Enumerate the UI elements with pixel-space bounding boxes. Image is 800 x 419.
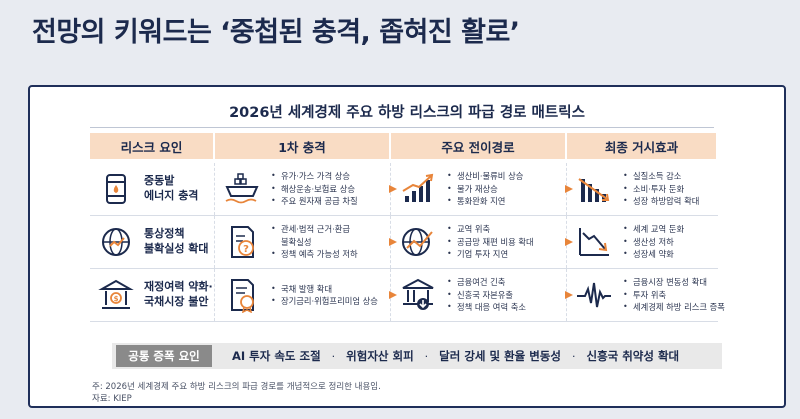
list-item: 금융시장 변동성 확대 [623, 276, 725, 289]
list-item: 투자 위축 [623, 289, 725, 302]
common-item: AI 투자 속도 조절 [232, 349, 321, 363]
arrow-right-icon [565, 291, 573, 299]
matrix-row: $ 재정여력 약화· 국채시장 불안 국채 발행 확대 장기금리·위험프리미엄 … [90, 269, 725, 322]
globe-policy-icon [102, 228, 130, 256]
common-amplifiers-label: 공통 증폭 요인 [116, 345, 212, 367]
effect-list: 금융시장 변동성 확대 투자 위축 세계경제 하방 리스크 증폭 [623, 276, 725, 314]
list-item: 생산성 저하 [623, 236, 684, 249]
matrix-card: 2026년 세계경제 주요 하방 리스크의 파급 경로 매트릭스 리스크 요인 … [28, 85, 786, 408]
path-cell: 생산비·물류비 상승 물가 재상승 통화완화 지연 [391, 163, 573, 215]
list-item: 국채 발행 확대 [271, 283, 378, 296]
arrow-right-icon [565, 238, 573, 246]
common-amplifiers-list: AI 투자 속도 조절 · 위험자산 회피 · 달러 강세 및 환율 변동성 ·… [232, 348, 679, 364]
common-item: 신흥국 취약성 확대 [586, 349, 680, 363]
separator: · [424, 349, 429, 363]
shock-cell: 유가·가스 가격 상승 해상운송·보험료 상승 주요 원자재 공급 차질 [215, 163, 397, 215]
common-item: 달러 강세 및 환율 변동성 [439, 349, 561, 363]
shock-list: 유가·가스 가격 상승 해상운송·보험료 상승 주요 원자재 공급 차질 [271, 170, 358, 208]
list-item: 공급망 재편 비용 확대 [447, 236, 534, 249]
footnote-source: 자료: KIEP [92, 394, 132, 404]
effect-cell: 금융시장 변동성 확대 투자 위축 세계경제 하방 리스크 증폭 [567, 269, 725, 321]
path-list: 교역 위축 공급망 재편 비용 확대 기업 투자 지연 [447, 223, 534, 261]
separator: · [571, 349, 576, 363]
list-item: 성장세 약화 [623, 248, 684, 261]
path-list: 생산비·물류비 상승 물가 재상승 통화완화 지연 [447, 170, 523, 208]
list-item: 교역 위축 [447, 223, 534, 236]
shock-list: 관세·법적 근거·환급 불확실성 정책 예측 가능성 저하 [271, 223, 358, 261]
arrow-right-icon [389, 238, 397, 246]
title-divider [90, 127, 714, 128]
declining-line-icon [579, 228, 609, 256]
header-risk-factor: 리스크 요인 [90, 133, 215, 159]
shock-cell: 국채 발행 확대 장기금리·위험프리미엄 상승 [215, 269, 397, 321]
list-item: 금융여건 긴축 [447, 276, 526, 289]
arrow-right-icon [389, 185, 397, 193]
risk-label: 중동발 에너지 충격 [144, 174, 199, 202]
shock-cell: ? 관세·법적 근거·환급 불확실성 정책 예측 가능성 저하 [215, 216, 397, 268]
path-list: 금융여건 긴축 신흥국 자본유출 정책 대응 여력 축소 [447, 276, 526, 314]
page-headline: 전망의 키워드는 ‘중첩된 충격, 좁혀진 활로’ [32, 17, 520, 48]
bond-certificate-icon [231, 279, 254, 313]
effect-list: 실질소득 감소 소비·투자 둔화 성장 하방압력 확대 [623, 170, 699, 208]
matrix-row: 중동발 에너지 충격 유가·가스 가격 상승 해상운송·보험료 상승 주요 원자… [90, 163, 718, 216]
list-item: 장기금리·위험프리미엄 상승 [271, 295, 378, 308]
risk-cell: 중동발 에너지 충격 [90, 163, 215, 215]
header-first-shock: 1차 충격 [215, 133, 391, 159]
matrix-title: 2026년 세계경제 주요 하방 리스크의 파급 경로 매트릭스 [229, 105, 585, 121]
list-item: 불확실성 [281, 236, 312, 247]
list-item: 신흥국 자본유출 [447, 289, 526, 302]
header-row: 리스크 요인 1차 충격 주요 전이경로 최종 거시효과 [90, 133, 718, 159]
cargo-ship-icon [225, 173, 259, 204]
effect-cell: 세계 교역 둔화 생산성 저하 성장세 약화 [567, 216, 718, 268]
list-item: 정책 대응 여력 축소 [447, 301, 526, 314]
path-cell: 교역 위축 공급망 재편 비용 확대 기업 투자 지연 [391, 216, 573, 268]
oil-barrel-icon [106, 174, 126, 204]
list-item: 주요 원자재 공급 차질 [271, 195, 358, 208]
shock-list: 국채 발행 확대 장기금리·위험프리미엄 상승 [271, 283, 378, 308]
list-item: 세계 교역 둔화 [623, 223, 684, 236]
separator: · [331, 349, 336, 363]
common-item: 위험자산 회피 [346, 349, 414, 363]
svg-text:?: ? [243, 244, 249, 255]
globe-trend-icon [402, 228, 433, 256]
footnote-note: 주: 2026년 세계경제 주요 하방 리스크의 파급 경로를 개념적으로 정리… [92, 382, 381, 392]
list-item: 정책 예측 가능성 저하 [271, 248, 358, 261]
risk-label: 재정여력 약화· 국채시장 불안 [144, 280, 213, 308]
list-item: 성장 하방압력 확대 [623, 195, 699, 208]
path-cell: 금융여건 긴축 신흥국 자본유출 정책 대응 여력 축소 [391, 269, 573, 321]
bank-down-icon [402, 278, 434, 310]
list-item: 관세·법적 근거·환급 [271, 223, 358, 236]
header-transmission: 주요 전이경로 [391, 133, 567, 159]
effect-list: 세계 교역 둔화 생산성 저하 성장세 약화 [623, 223, 684, 261]
effect-cell: 실질소득 감소 소비·투자 둔화 성장 하방압력 확대 [567, 163, 718, 215]
list-item: 물가 재상승 [447, 183, 523, 196]
common-amplifiers-bar: 공통 증폭 요인 AI 투자 속도 조절 · 위험자산 회피 · 달러 강세 및… [112, 343, 722, 369]
risk-cell: 통상정책 불확실성 확대 [90, 216, 215, 268]
matrix-row: 통상정책 불확실성 확대 ? 관세·법적 근거·환급 불확실성 정책 예측 가능… [90, 216, 718, 269]
svg-text:$: $ [114, 295, 119, 303]
rising-chart-icon [402, 173, 434, 202]
falling-chart-icon [578, 178, 610, 202]
footnotes: 주: 2026년 세계경제 주요 하방 리스크의 파급 경로를 개념적으로 정리… [92, 381, 381, 405]
arrow-right-icon [565, 185, 573, 193]
list-item: 세계경제 하방 리스크 증폭 [623, 301, 725, 314]
question-document-icon: ? [231, 226, 254, 258]
list-item: 기업 투자 지연 [447, 248, 534, 261]
list-item: 유가·가스 가격 상승 [271, 170, 358, 183]
treasury-bank-icon: $ [98, 279, 134, 309]
list-item: 통화완화 지연 [447, 195, 523, 208]
arrow-right-icon [389, 291, 397, 299]
list-item: 실질소득 감소 [623, 170, 699, 183]
risk-matrix: 리스크 요인 1차 충격 주요 전이경로 최종 거시효과 중동발 에너지 충격 [90, 133, 725, 322]
list-item: 해상운송·보험료 상승 [271, 183, 358, 196]
volatility-pulse-icon [577, 282, 611, 308]
risk-cell: $ 재정여력 약화· 국채시장 불안 [90, 269, 215, 321]
risk-label: 통상정책 불확실성 확대 [144, 227, 209, 255]
header-final-effect: 최종 거시효과 [567, 133, 718, 159]
list-item: 소비·투자 둔화 [623, 183, 699, 196]
list-item: 생산비·물류비 상승 [447, 170, 523, 183]
